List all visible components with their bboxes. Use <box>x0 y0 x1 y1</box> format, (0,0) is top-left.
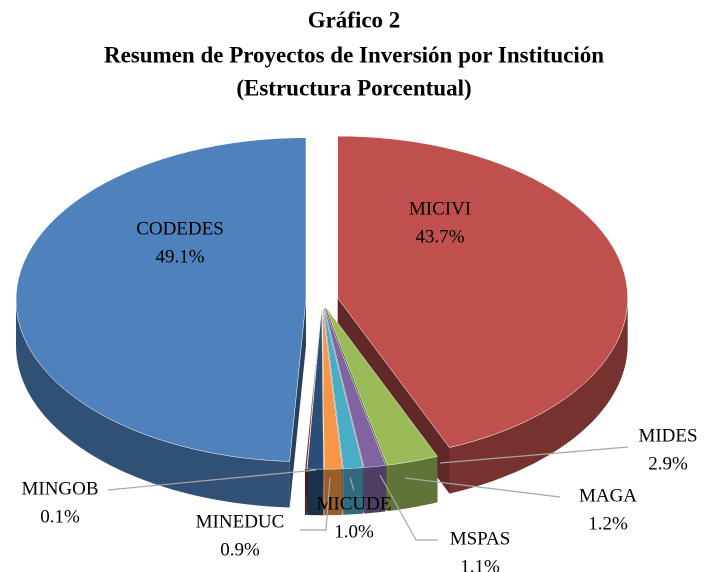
leader-line <box>107 469 317 491</box>
data-label-value: 49.1% <box>155 246 204 267</box>
slice-top <box>15 137 307 462</box>
data-label-value: 1.1% <box>460 556 500 572</box>
slice-wall <box>16 299 290 508</box>
leader-line <box>439 446 629 464</box>
chart-subtitle: Resumen de Proyectos de Inversión por In… <box>104 42 604 67</box>
leader-line <box>379 474 438 541</box>
pie-slice <box>306 307 324 516</box>
slice-wall <box>307 468 324 516</box>
chart-title: Gráfico 2 <box>308 7 401 32</box>
slice-wall <box>343 467 364 515</box>
data-label-value: 0.9% <box>220 539 260 560</box>
data-label-value: 1.0% <box>334 521 374 542</box>
slice-top <box>306 307 324 470</box>
slice-side <box>289 299 307 508</box>
leader-line <box>300 477 331 531</box>
data-label-value: 2.9% <box>648 453 688 474</box>
data-label-name: MICIVI <box>409 198 471 219</box>
leader-line <box>349 477 355 491</box>
pie-slice <box>322 307 343 516</box>
slice-wall <box>324 468 343 516</box>
data-label-name: CODEDES <box>136 218 224 239</box>
data-label-name: MIDES <box>638 425 697 446</box>
pie-slice <box>15 137 307 508</box>
slice-wall <box>387 456 438 512</box>
data-label-name: MSPAS <box>450 528 511 549</box>
slice-top <box>322 307 364 470</box>
slice-top <box>325 306 438 466</box>
slice-top <box>337 135 628 448</box>
slice-top <box>323 306 386 468</box>
data-label-name: MICUDE <box>317 493 392 514</box>
slice-top <box>322 307 343 470</box>
data-label-name: MINGOB <box>21 478 98 499</box>
data-label-value: 43.7% <box>415 226 464 247</box>
data-label-value: 1.2% <box>588 513 628 534</box>
slice-wall <box>304 468 307 515</box>
slice-wall <box>364 465 386 514</box>
chart-subtitle: (Estructura Porcentual) <box>236 75 471 100</box>
data-label-name: MINEDUC <box>196 511 285 532</box>
leader-line <box>404 477 561 498</box>
data-label-name: MAGA <box>579 485 637 506</box>
slice-wall <box>449 298 628 494</box>
slice-top <box>304 307 322 470</box>
data-label-value: 0.1% <box>40 506 80 527</box>
